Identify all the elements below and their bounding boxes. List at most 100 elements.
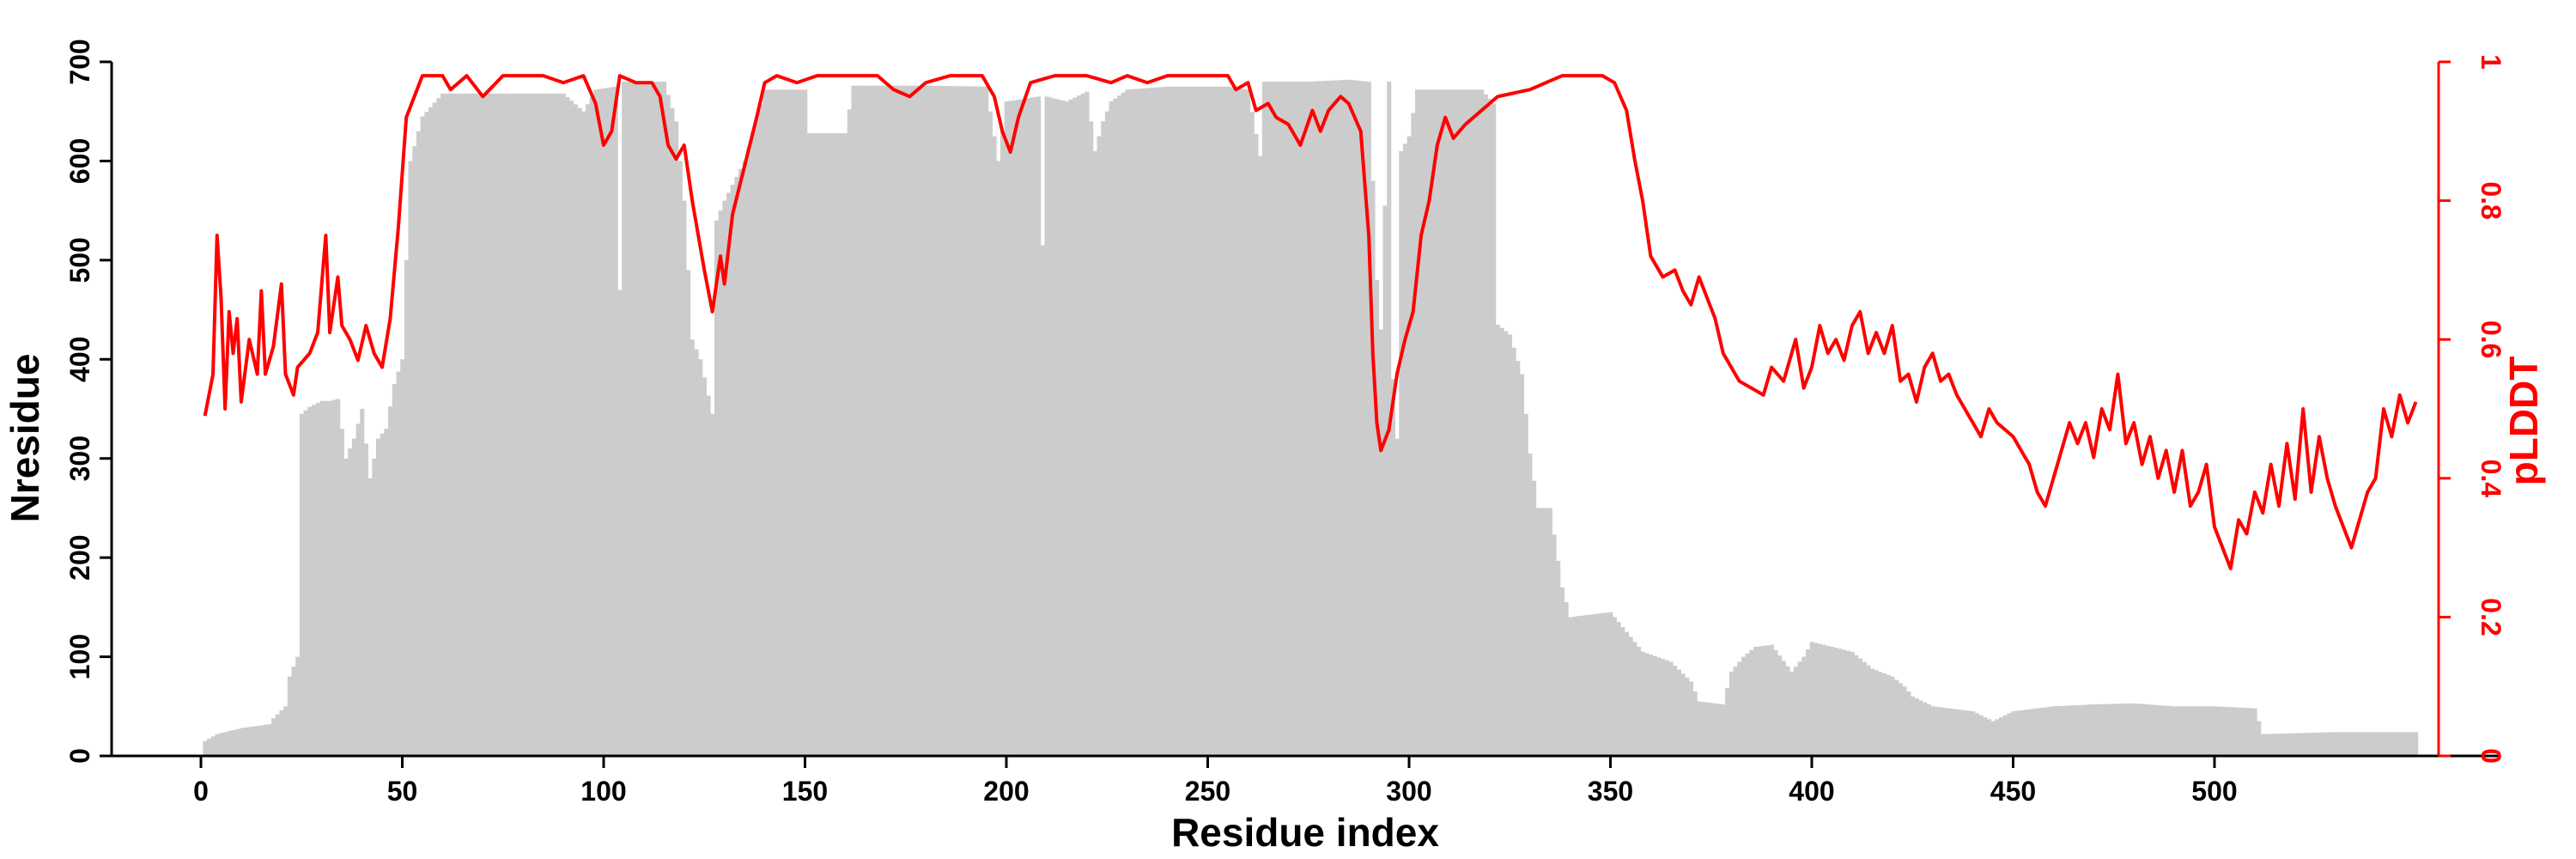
nresidue-bar bbox=[1761, 645, 1766, 756]
nresidue-bar bbox=[1947, 708, 1952, 756]
nresidue-bar bbox=[283, 706, 289, 756]
nresidue-bar bbox=[2188, 706, 2193, 756]
nresidue-bar bbox=[1544, 508, 1549, 756]
nresidue-bar bbox=[2079, 704, 2084, 756]
nresidue-bar bbox=[686, 270, 691, 756]
nresidue-bar bbox=[690, 339, 695, 756]
nresidue-bar bbox=[2224, 706, 2229, 756]
plddt-line bbox=[203, 74, 2418, 570]
nresidue-bar bbox=[428, 107, 434, 757]
nresidue-bar bbox=[2196, 706, 2201, 756]
nresidue-bar bbox=[1366, 82, 1371, 757]
nresidue-bar bbox=[1230, 87, 1235, 757]
nresidue-bar bbox=[1826, 645, 1831, 756]
nresidue-bar bbox=[311, 405, 317, 756]
nresidue-bar bbox=[1197, 86, 1202, 757]
nresidue-bar bbox=[887, 85, 892, 756]
nresidue-bar bbox=[1523, 413, 1528, 756]
nresidue-bar bbox=[465, 93, 470, 756]
nresidue-bar bbox=[2136, 704, 2141, 756]
nresidue-bar bbox=[863, 85, 868, 756]
nresidue-bar bbox=[1918, 700, 1923, 756]
nresidue-bar bbox=[738, 168, 744, 756]
nresidue-bar bbox=[1737, 661, 1742, 756]
nresidue-bar bbox=[1628, 637, 1633, 756]
nresidue-bar bbox=[1564, 602, 1569, 756]
nresidue-bar bbox=[718, 210, 723, 756]
nresidue-bar bbox=[960, 86, 965, 756]
nresidue-bar bbox=[2248, 708, 2253, 756]
nresidue-bar bbox=[1838, 649, 1843, 756]
nresidue-bar bbox=[1008, 101, 1013, 756]
nresidue-bar bbox=[1378, 329, 1383, 756]
nresidue-bar bbox=[448, 93, 453, 756]
nresidue-bar bbox=[1850, 651, 1855, 756]
nresidue-bar bbox=[1898, 683, 1903, 756]
nresidue-bar bbox=[440, 93, 446, 756]
nresidue-bar bbox=[1225, 86, 1230, 757]
nresidue-bar bbox=[1935, 706, 1940, 756]
nresidue-bar bbox=[968, 86, 973, 757]
nresidue-bar bbox=[565, 97, 570, 757]
nresidue-bar bbox=[1044, 96, 1049, 756]
nresidue-bar bbox=[444, 93, 449, 756]
nresidue-bar bbox=[1592, 613, 1597, 756]
nresidue-bar bbox=[1028, 97, 1033, 757]
nresidue-bar bbox=[1089, 121, 1094, 756]
nresidue-bar bbox=[2051, 706, 2057, 756]
nresidue-bar bbox=[2349, 732, 2354, 756]
right-y-tick-label: 1 bbox=[2476, 54, 2506, 70]
nresidue-bar bbox=[1346, 79, 1352, 756]
nresidue-bar bbox=[698, 359, 703, 756]
nresidue-bar bbox=[2385, 732, 2391, 756]
nresidue-bar bbox=[2180, 706, 2185, 756]
nresidue-bar bbox=[2409, 732, 2415, 756]
nresidue-bar bbox=[1757, 646, 1762, 756]
nresidue-bar bbox=[1310, 81, 1315, 757]
nresidue-bar bbox=[1129, 88, 1134, 757]
nresidue-bar bbox=[239, 728, 244, 756]
nresidue-bar bbox=[1004, 101, 1009, 757]
nresidue-bar bbox=[2321, 732, 2326, 756]
nresidue-bar bbox=[396, 371, 401, 756]
nresidue-bar bbox=[1547, 508, 1552, 756]
nresidue-bar bbox=[597, 88, 603, 756]
nresidue-bar bbox=[1882, 673, 1887, 756]
nresidue-bar bbox=[1789, 671, 1795, 756]
nresidue-bar bbox=[593, 89, 598, 756]
nresidue-bar bbox=[1652, 655, 1657, 756]
nresidue-bar bbox=[2031, 709, 2036, 756]
nresidue-bar bbox=[355, 423, 361, 756]
nresidue-bar bbox=[1616, 622, 1621, 756]
nresidue-bar bbox=[1870, 668, 1875, 756]
nresidue-bar bbox=[275, 714, 280, 756]
nresidue-bar bbox=[1354, 80, 1359, 756]
nresidue-bar bbox=[1785, 666, 1790, 756]
nresidue-bar bbox=[2276, 734, 2281, 756]
nresidue-bar bbox=[2236, 707, 2241, 756]
nresidue-bar bbox=[1688, 681, 1694, 756]
nresidue-bar bbox=[412, 146, 417, 757]
nresidue-bar bbox=[1463, 89, 1468, 756]
nresidue-bar bbox=[843, 133, 848, 757]
nresidue-bar bbox=[2312, 732, 2318, 756]
nresidue-bar bbox=[2116, 704, 2121, 756]
nresidue-bar bbox=[1032, 97, 1037, 757]
nresidue-bar bbox=[2160, 705, 2165, 756]
nresidue-bar bbox=[1821, 644, 1826, 756]
nresidue-bar bbox=[1182, 86, 1187, 757]
nresidue-bar bbox=[1588, 614, 1593, 756]
nresidue-bar bbox=[1797, 661, 1802, 756]
nresidue-bar bbox=[1334, 80, 1340, 757]
nresidue-bar bbox=[839, 133, 844, 757]
nresidue-bar bbox=[1363, 81, 1368, 757]
nresidue-bar bbox=[1999, 716, 2004, 756]
nresidue-bar bbox=[722, 200, 727, 757]
nresidue-bar bbox=[2240, 707, 2245, 756]
nresidue-bar bbox=[456, 93, 461, 756]
nresidue-bar bbox=[694, 349, 699, 756]
nresidue-bar bbox=[569, 101, 574, 756]
nresidue-bar bbox=[432, 102, 437, 756]
nresidue-bar bbox=[1713, 703, 1718, 756]
nresidue-bar bbox=[1962, 710, 1967, 756]
